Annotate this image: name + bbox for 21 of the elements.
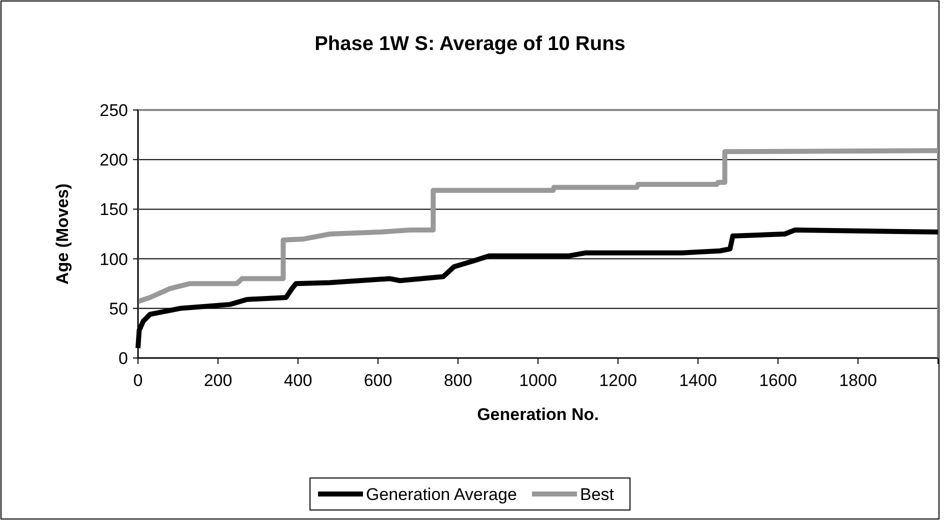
x-tick-label: 1200 — [599, 371, 637, 390]
x-tick-label: 200 — [204, 371, 232, 390]
x-tick-label: 600 — [364, 371, 392, 390]
x-axis-title: Generation No. — [477, 405, 599, 424]
y-tick-label: 50 — [109, 299, 128, 318]
x-tick-label: 1000 — [519, 371, 557, 390]
y-axis-title: Age (Moves) — [53, 183, 72, 285]
x-tick-label: 1400 — [679, 371, 717, 390]
y-tick-label: 150 — [100, 200, 128, 220]
x-tick-label: 0 — [133, 371, 143, 390]
y-tick-label: 200 — [100, 150, 128, 170]
x-tick-label: 800 — [444, 371, 472, 390]
y-tick-label: 0 — [118, 349, 128, 368]
x-tick-label: 1800 — [839, 371, 877, 390]
x-tick-label: 1600 — [759, 371, 797, 390]
y-tick-label: 100 — [100, 250, 128, 269]
legend-label: Generation Average — [366, 485, 517, 504]
y-tick-label: 250 — [100, 101, 128, 120]
legend-label: Best — [580, 485, 614, 504]
x-tick-label: 400 — [284, 371, 312, 390]
chart-title: Phase 1W S: Average of 10 Runs — [314, 33, 626, 55]
